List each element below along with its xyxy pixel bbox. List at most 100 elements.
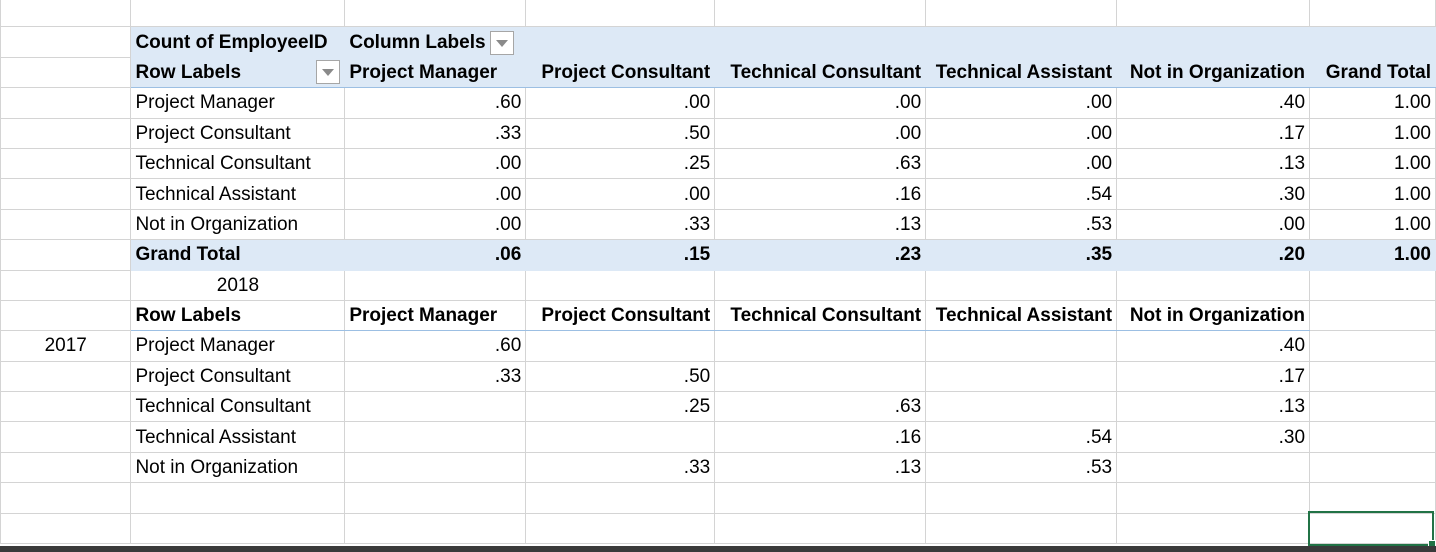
transition-row-label[interactable]: Project Consultant <box>130 360 346 393</box>
pivot-value-cell[interactable]: .25 <box>525 147 716 180</box>
pivot-value-cell[interactable]: .60 <box>344 87 527 119</box>
empty-cell[interactable] <box>525 482 716 514</box>
empty-cell[interactable] <box>130 482 346 514</box>
pivot-value-cell[interactable]: .63 <box>714 147 927 180</box>
transition-column-header[interactable]: Project Manager <box>344 299 527 332</box>
pivot-value-cell[interactable]: .50 <box>525 117 716 149</box>
transition-value-cell[interactable]: .50 <box>525 360 716 393</box>
pivot-value-cell[interactable]: .00 <box>714 87 927 119</box>
year-to-label[interactable]: 2018 <box>130 269 346 301</box>
empty-cell[interactable] <box>925 512 1118 545</box>
transition-value-cell[interactable]: .13 <box>1116 391 1311 423</box>
empty-cell[interactable] <box>1309 451 1436 484</box>
empty-cell[interactable] <box>525 0 716 28</box>
pivot-value-cell[interactable]: .00 <box>714 117 927 149</box>
empty-cell[interactable] <box>0 178 132 210</box>
transition-value-cell[interactable]: .54 <box>925 421 1118 453</box>
pivot-value-cell[interactable]: .54 <box>925 178 1118 210</box>
empty-cell[interactable] <box>1116 0 1311 28</box>
pivot-value-cell[interactable]: .00 <box>344 147 527 180</box>
pivot-row-label[interactable]: Not in Organization <box>130 208 346 241</box>
pivot-column-header[interactable]: Project Consultant <box>525 56 716 89</box>
empty-cell[interactable] <box>0 421 132 453</box>
transition-value-cell[interactable]: .63 <box>714 391 927 423</box>
empty-cell[interactable] <box>0 482 132 514</box>
transition-value-cell[interactable]: .30 <box>1116 421 1311 453</box>
empty-cell[interactable] <box>344 482 527 514</box>
grand-total-value[interactable]: .35 <box>925 239 1118 271</box>
transition-value-cell[interactable]: .33 <box>525 451 716 484</box>
pivot-header-fill[interactable] <box>1309 26 1436 58</box>
pivot-column-header[interactable]: Technical Assistant <box>925 56 1118 89</box>
transition-value-cell[interactable]: .33 <box>344 360 527 393</box>
empty-cell[interactable] <box>714 482 927 514</box>
pivot-header-fill[interactable] <box>714 26 927 58</box>
grand-total-value[interactable]: .23 <box>714 239 927 271</box>
pivot-value-cell[interactable]: .00 <box>525 178 716 210</box>
pivot-column-header[interactable]: Not in Organization <box>1116 56 1311 89</box>
transition-value-cell[interactable]: .40 <box>1116 330 1311 362</box>
pivot-value-cell[interactable]: .13 <box>1116 147 1311 180</box>
empty-cell[interactable] <box>0 239 132 271</box>
pivot-value-cell[interactable]: .00 <box>925 87 1118 119</box>
pivot-value-cell[interactable]: .00 <box>925 117 1118 149</box>
transition-row-label[interactable]: Not in Organization <box>130 451 346 484</box>
empty-cell[interactable] <box>0 360 132 393</box>
empty-cell[interactable] <box>0 0 132 28</box>
transition-value-cell[interactable]: .17 <box>1116 360 1311 393</box>
pivot-header-fill[interactable] <box>1116 26 1311 58</box>
empty-cell[interactable] <box>925 482 1118 514</box>
transition-value-cell[interactable]: .16 <box>714 421 927 453</box>
grand-total-value[interactable]: .15 <box>525 239 716 271</box>
pivot-value-cell[interactable]: .30 <box>1116 178 1311 210</box>
empty-cell[interactable] <box>1309 421 1436 453</box>
empty-cell[interactable] <box>130 0 346 28</box>
empty-cell[interactable] <box>525 269 716 301</box>
active-cell-selection[interactable] <box>1308 511 1436 548</box>
transition-value-cell[interactable] <box>925 391 1118 423</box>
grand-total-value[interactable]: .06 <box>344 239 527 271</box>
empty-cell[interactable] <box>0 391 132 423</box>
pivot-header-fill[interactable] <box>525 26 716 58</box>
empty-cell[interactable] <box>130 512 346 545</box>
filter-dropdown-icon[interactable] <box>316 60 341 85</box>
pivot-row-label[interactable]: Project Manager <box>130 87 346 119</box>
empty-cell[interactable] <box>925 269 1118 301</box>
empty-cell[interactable] <box>1116 512 1311 545</box>
transition-value-cell[interactable] <box>714 330 927 362</box>
pivot-value-cell[interactable]: .00 <box>1116 208 1311 241</box>
pivot-value-cell[interactable]: .17 <box>1116 117 1311 149</box>
pivot-value-cell[interactable]: 1.00 <box>1309 178 1436 210</box>
empty-cell[interactable] <box>1309 330 1436 362</box>
empty-cell[interactable] <box>0 117 132 149</box>
empty-cell[interactable] <box>1309 299 1436 332</box>
pivot-column-header[interactable]: Technical Consultant <box>714 56 927 89</box>
pivot-column-header[interactable]: Grand Total <box>1309 56 1436 89</box>
transition-row-label[interactable]: Project Manager <box>130 330 346 362</box>
empty-cell[interactable] <box>344 512 527 545</box>
empty-cell[interactable] <box>1116 482 1311 514</box>
empty-cell[interactable] <box>1309 269 1436 301</box>
year-from-label[interactable]: 2017 <box>0 330 132 362</box>
pivot-value-cell[interactable]: .53 <box>925 208 1118 241</box>
empty-cell[interactable] <box>525 512 716 545</box>
empty-cell[interactable] <box>0 56 132 89</box>
empty-cell[interactable] <box>0 87 132 119</box>
pivot-value-cell[interactable]: .40 <box>1116 87 1311 119</box>
pivot-value-cell[interactable]: .00 <box>344 208 527 241</box>
transition-column-header[interactable]: Technical Assistant <box>925 299 1118 332</box>
empty-cell[interactable] <box>0 269 132 301</box>
pivot-row-label[interactable]: Technical Assistant <box>130 178 346 210</box>
pivot-value-cell[interactable]: 1.00 <box>1309 147 1436 180</box>
pivot-value-cell[interactable]: .00 <box>344 178 527 210</box>
transition-column-header[interactable]: Technical Consultant <box>714 299 927 332</box>
pivot-value-cell[interactable]: 1.00 <box>1309 208 1436 241</box>
transition-row-labels-header[interactable]: Row Labels <box>130 299 346 332</box>
empty-cell[interactable] <box>344 269 527 301</box>
pivot-column-labels-header[interactable]: Column Labels <box>344 26 527 58</box>
empty-cell[interactable] <box>0 451 132 484</box>
transition-value-cell[interactable]: .13 <box>714 451 927 484</box>
pivot-header-fill[interactable] <box>925 26 1118 58</box>
pivot-row-labels-header[interactable]: Row Labels <box>130 56 346 89</box>
empty-cell[interactable] <box>0 512 132 545</box>
